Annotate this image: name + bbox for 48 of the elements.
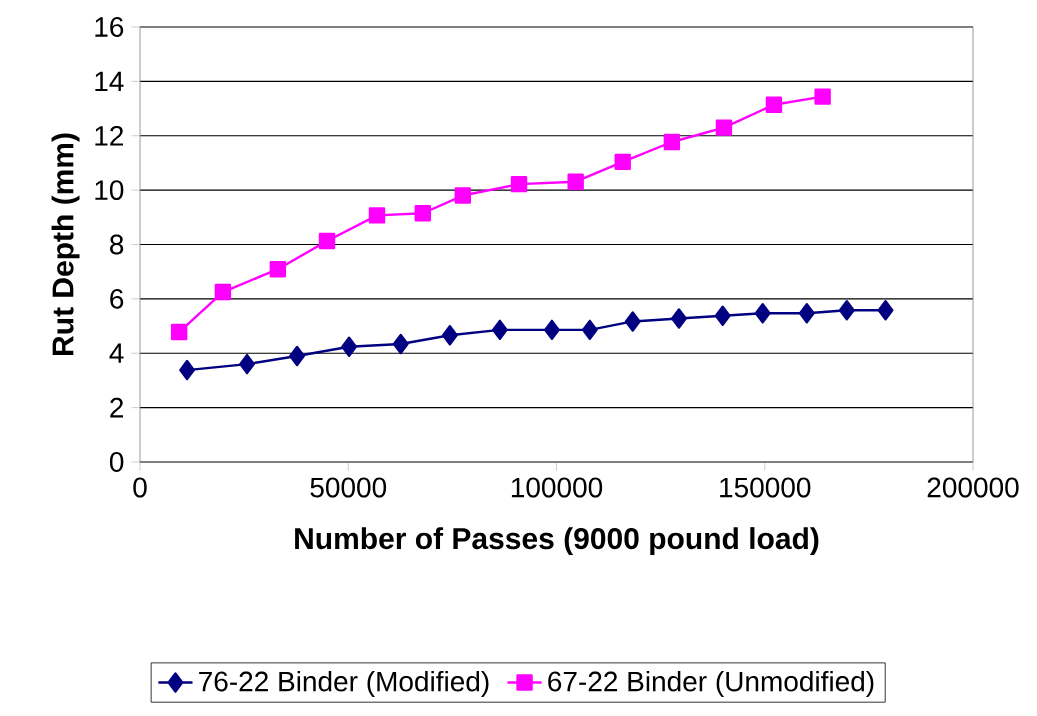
x-axis-title: Number of Passes (9000 pound load) [295,527,819,556]
x-tick-label: 200000 [927,477,1019,498]
point [454,187,471,204]
point [543,319,560,341]
point [392,333,409,355]
point [441,325,458,346]
point [170,323,188,341]
legend-label: 67-22 Binder (Unmodified) [548,670,874,697]
y-axis-title: Rut Depth (mm) [51,133,80,355]
point [567,173,584,190]
point [510,175,528,193]
legend-label: 76-22 Binder (Modified) [199,670,489,697]
point [714,305,731,326]
y-tick-label: 16 [95,17,124,37]
point [289,345,305,367]
x-tick-label: 0 [133,477,147,498]
point [798,303,815,324]
x-tick-label: 150000 [720,477,811,498]
y-tick-label: 14 [95,71,124,91]
point [214,283,232,301]
y-tick-label: 6 [110,288,124,309]
x-tick-label: 50000 [310,477,387,498]
y-tick-label: 10 [95,180,124,201]
point [239,353,255,375]
x-tick-label: 100000 [511,477,603,498]
point [269,261,287,278]
y-tick-label: 8 [110,234,124,255]
point [318,232,336,250]
point [491,319,508,341]
point [179,359,196,381]
y-tick-label: 0 [109,452,124,472]
y-tick-label: 4 [109,343,124,363]
point [671,308,687,329]
point [814,88,831,105]
point [614,153,631,171]
point [414,205,432,222]
y-tick-label: 12 [95,125,124,146]
point [624,311,641,332]
point [341,336,358,357]
point [715,119,733,136]
point [663,133,681,151]
y-tick-label: 2 [110,397,124,418]
point [765,96,783,113]
point [838,300,855,321]
point [877,300,894,321]
point [368,207,386,224]
point [581,319,598,341]
point [754,303,771,324]
